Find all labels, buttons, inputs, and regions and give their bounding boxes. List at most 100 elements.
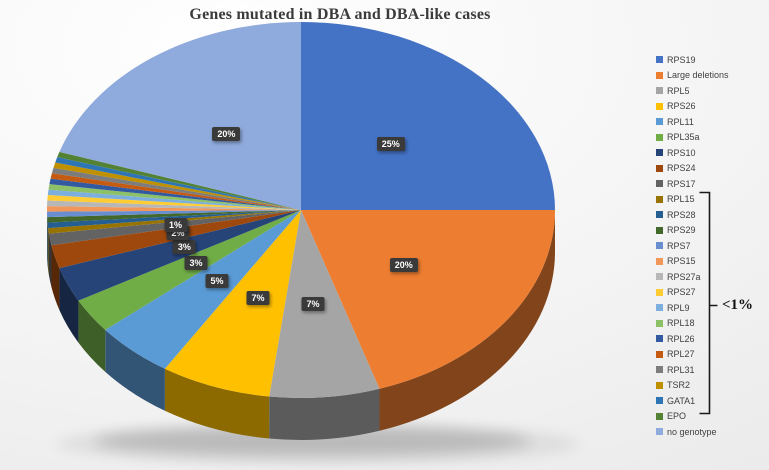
legend-item-rpl9: RPL9 — [656, 300, 729, 316]
legend-item-rps24: RPS24 — [656, 161, 729, 177]
legend-swatch-icon — [656, 87, 663, 95]
pie-slice-rps15 — [47, 206, 302, 212]
legend-item-rpl31: RPL31 — [656, 362, 729, 378]
legend-label: RPL18 — [667, 318, 695, 329]
pie-slice-tsr2 — [53, 162, 301, 210]
legend-item-rpl35a: RPL35a — [656, 130, 729, 146]
legend-label: RPL5 — [667, 85, 690, 96]
legend-swatch-icon — [656, 164, 663, 172]
pie-slice-rps19 — [301, 22, 555, 210]
legend-label: RPL26 — [667, 333, 695, 344]
legend-label: RPL9 — [667, 302, 690, 313]
legend-swatch-icon — [656, 304, 663, 312]
legend-swatch-icon — [656, 366, 663, 374]
legend-swatch-icon — [656, 397, 663, 405]
legend-item-rps28: RPS28 — [656, 207, 729, 223]
pie-slice-rps27a — [47, 200, 302, 210]
pie-slice-rpl31 — [51, 167, 301, 210]
legend-swatch-icon — [656, 273, 663, 281]
legend-swatch-icon — [656, 71, 663, 79]
pie-slice-rps29 — [47, 210, 302, 223]
legend-item-rpl26: RPL26 — [656, 331, 729, 347]
pie-slice-rpl26 — [49, 178, 301, 210]
legend-item-large-deletions: Large deletions — [656, 68, 729, 84]
legend-item-rpl27: RPL27 — [656, 347, 729, 363]
legend-label: RPS29 — [667, 225, 696, 236]
legend-item-rps27: RPS27 — [656, 285, 729, 301]
pie-slice-large-deletions — [301, 210, 555, 389]
legend-item-rps29: RPS29 — [656, 223, 729, 239]
pie-slice-gata1 — [55, 157, 301, 210]
pie-top-surface — [47, 22, 555, 399]
less-than-1pct-label: <1% — [722, 297, 754, 313]
pie-slice-no-genotype — [59, 22, 302, 210]
legend-label: RPS24 — [667, 163, 696, 174]
legend-label: RPS10 — [667, 147, 696, 158]
legend-label: RPL15 — [667, 194, 695, 205]
pie-slice-rpl27 — [50, 173, 302, 210]
pie-drop-shadow — [94, 426, 530, 456]
legend-item-tsr2: TSR2 — [656, 378, 729, 394]
legend-item-rps19: RPS19 — [656, 52, 729, 68]
legend-label: RPS17 — [667, 178, 696, 189]
legend-item-rps7: RPS7 — [656, 238, 729, 254]
legend-label: RPS7 — [667, 240, 691, 251]
pie-slice-side-rps17 — [49, 233, 52, 288]
legend-swatch-icon — [656, 288, 663, 296]
pie-slice-side-rps28 — [47, 222, 49, 271]
pie-slice-rpl9 — [47, 189, 301, 210]
legend-label: RPS15 — [667, 256, 696, 267]
legend-item-rpl18: RPL18 — [656, 316, 729, 332]
legend-swatch-icon — [656, 412, 663, 420]
legend-swatch-icon — [656, 350, 663, 358]
pie-slice-side-rpl11 — [105, 329, 165, 411]
legend-item-rpl11: RPL11 — [656, 114, 729, 130]
legend-item-rps17: RPS17 — [656, 176, 729, 192]
chart-title: Genes mutated in DBA and DBA-like cases — [189, 6, 491, 23]
legend-item-rpl5: RPL5 — [656, 83, 729, 99]
legend-swatch-icon — [656, 257, 663, 265]
legend-item-gata1: GATA1 — [656, 393, 729, 409]
legend-label: RPS26 — [667, 101, 696, 112]
pie-slice-side-rpl35a — [78, 300, 106, 372]
pie-slice-side-rpl15 — [48, 228, 49, 276]
legend-swatch-icon — [656, 180, 663, 188]
legend-swatch-icon — [656, 319, 663, 327]
legend-label: RPS28 — [667, 209, 696, 220]
pie-slice-side-rps10 — [59, 268, 79, 343]
legend-swatch-icon — [656, 381, 663, 389]
pie-side-walls — [47, 210, 555, 441]
pie-slice-rpl11 — [105, 210, 301, 369]
legend-item-rpl15: RPL15 — [656, 192, 729, 208]
legend-label: RPL35a — [667, 132, 700, 143]
legend-label: GATA1 — [667, 395, 696, 406]
pie-slice-rps27 — [47, 195, 301, 210]
legend-swatch-icon — [656, 211, 663, 219]
pie-slice-rpl18 — [48, 184, 301, 210]
legend-label: TSR2 — [667, 380, 691, 391]
pie-slice-epo — [57, 151, 302, 210]
legend-swatch-icon — [656, 133, 663, 141]
pie-slice-side-large-deletions — [379, 210, 555, 431]
legend-item-rps15: RPS15 — [656, 254, 729, 270]
legend-label: RPL31 — [667, 364, 695, 375]
legend-label: RPS19 — [667, 54, 696, 65]
legend-swatch-icon — [656, 195, 663, 203]
legend-item-rps26: RPS26 — [656, 99, 729, 115]
legend-swatch-icon — [656, 118, 663, 126]
legend-label: RPL27 — [667, 349, 695, 360]
pie-slice-rps10 — [59, 210, 302, 301]
chart-legend: RPS19 Large deletions RPL5 RPS26 RPL11 RPL35a… — [656, 52, 729, 440]
legend-label: RPS27 — [667, 287, 696, 298]
legend-swatch-icon — [656, 428, 663, 436]
legend-label: RPL11 — [667, 116, 694, 127]
pie-slice-side-rpl5 — [269, 388, 380, 441]
pie-slice-rps26 — [164, 210, 301, 397]
pie-slice-rps7 — [47, 210, 302, 218]
legend-swatch-icon — [656, 242, 663, 250]
legend-label: no genotype — [667, 426, 717, 437]
pie-slice-side-rps24 — [51, 245, 60, 311]
pie-slice-rpl35a — [78, 210, 301, 330]
